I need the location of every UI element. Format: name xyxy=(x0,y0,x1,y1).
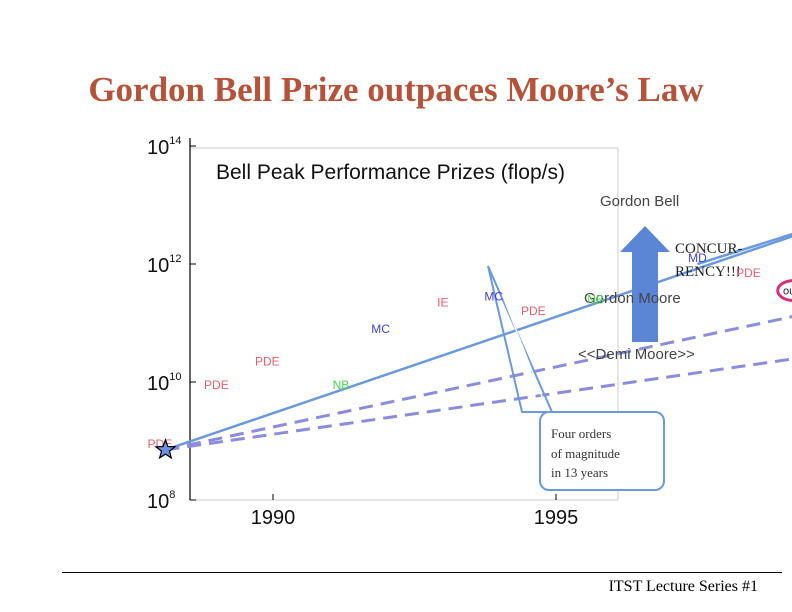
callout-box xyxy=(539,411,665,491)
gordon-moore-label: Gordon Moore xyxy=(584,290,681,307)
callout-line-3: in 13 years xyxy=(551,465,608,480)
callout-line-1: Four orders xyxy=(551,426,611,441)
data-point-label: IE xyxy=(437,295,448,309)
y-tick-label: 1014 xyxy=(147,135,182,159)
y-tick-label: 1012 xyxy=(147,253,182,277)
callout-line-2: of magnitude xyxy=(551,446,620,461)
x-axis-ticks: 199019952000 xyxy=(251,494,579,529)
x-tick-label: 1995 xyxy=(534,507,579,529)
highlight-ellipse xyxy=(776,279,792,302)
series-line-gordon-bell-upper xyxy=(697,232,792,266)
data-point-label: PDE xyxy=(521,304,546,318)
footer-text: ITST Lecture Series #1 xyxy=(608,578,758,595)
highlight-label: ours xyxy=(783,286,792,298)
y-axis-ticks: 1014 1012 1010 108 xyxy=(147,135,196,513)
data-point-label: NB xyxy=(333,378,350,392)
data-point-label: MD xyxy=(688,251,707,265)
data-point-label: NB xyxy=(587,292,604,306)
chart-title: Bell Peak Performance Prizes (flop/s) xyxy=(216,161,565,184)
footer-rule xyxy=(62,572,782,573)
x-tick-label: 1990 xyxy=(251,507,296,529)
y-tick-label: 1010 xyxy=(147,371,182,395)
y-tick-label: 108 xyxy=(147,489,175,513)
data-point-label: MC xyxy=(484,289,503,303)
data-point-label: MC xyxy=(371,322,390,336)
star-markers xyxy=(154,438,177,460)
concurrency-arrow xyxy=(620,226,670,342)
slide-title: Gordon Bell Prize outpaces Moore’s Law xyxy=(88,70,704,109)
data-points: oursPDEPDEPDENBMCIEMCPDENBMDPDENBNB xyxy=(147,251,792,451)
star-marker xyxy=(154,438,177,460)
demi-moore-label: <<Demi Moore>> xyxy=(578,346,695,363)
data-point-label: PDE xyxy=(204,378,229,392)
gordon-bell-label: Gordon Bell xyxy=(600,193,679,210)
series-line-gordon-bell xyxy=(165,235,792,452)
concurrency-label-2: RENCY!!! xyxy=(675,264,741,280)
data-point-label: PDE xyxy=(255,354,280,368)
callout-pointer-fill xyxy=(491,267,549,413)
concurrency-label-1: CONCUR- xyxy=(675,241,743,257)
data-point-label: PDE xyxy=(736,266,761,280)
